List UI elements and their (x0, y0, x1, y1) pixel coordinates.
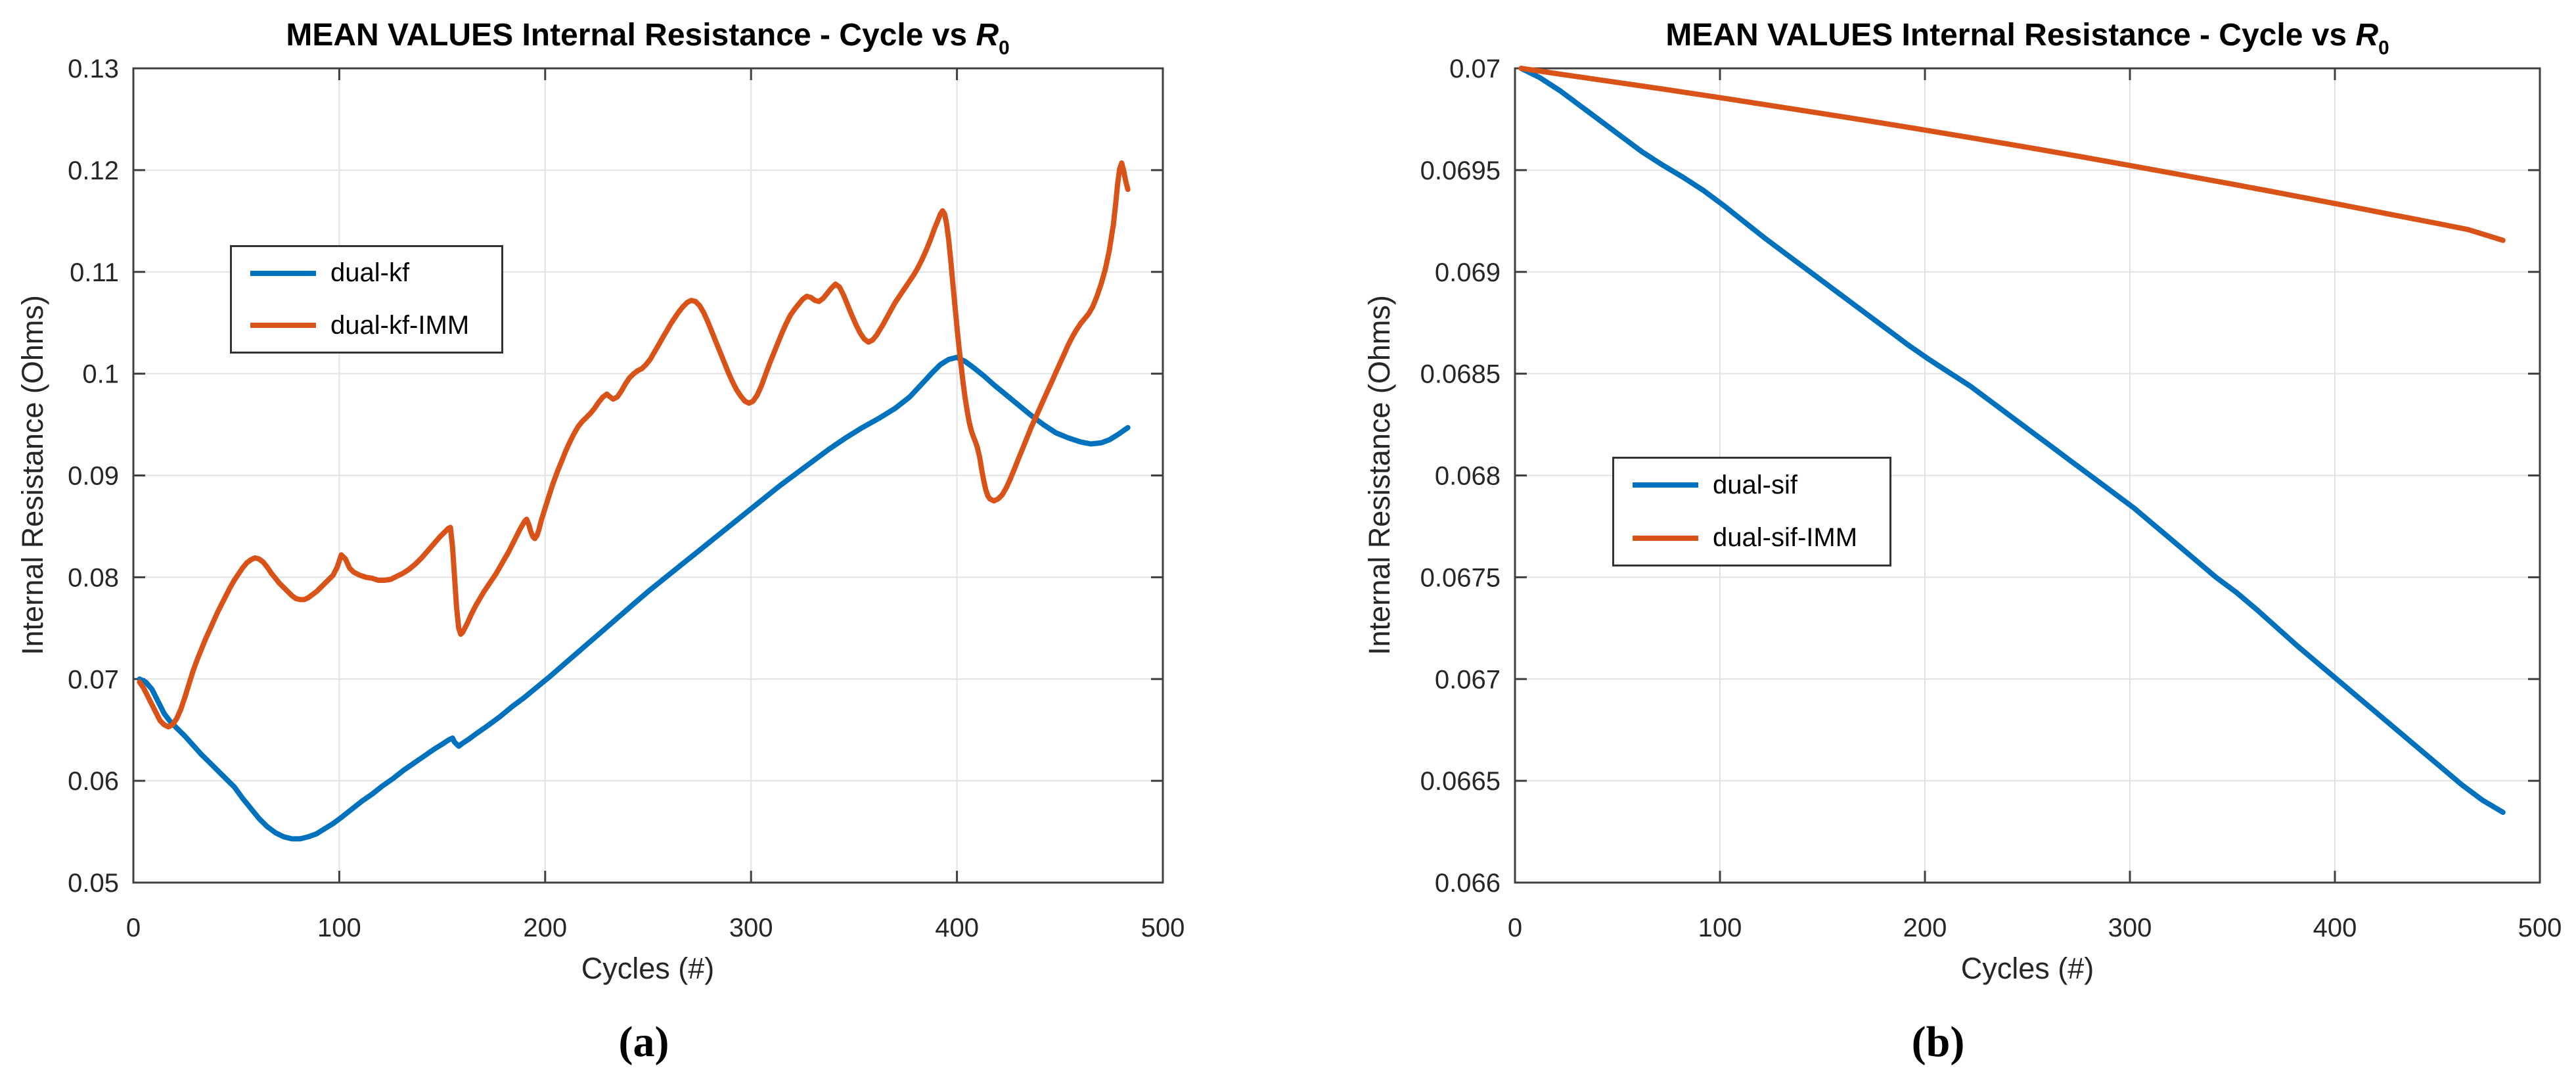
series-line-dual-kf-IMM (137, 160, 1131, 729)
x-tick-label: 200 (523, 913, 567, 942)
y-tick-label: 0.05 (68, 869, 119, 898)
x-tick-label: 400 (2313, 913, 2357, 942)
subfigure-a: 0 100 200 300 400 500 0.05 0.06 0.07 0.08 0.09 0.1 0… (0, 0, 1281, 1085)
y-tick-label: 0.0685 (1420, 360, 1501, 389)
x-tick-label: 400 (935, 913, 979, 942)
y-axis-label-a: Internal Resistance (Ohms) (16, 295, 49, 655)
legend-line-swatch-blue (250, 270, 316, 276)
y-tick-label: 0.068 (1435, 462, 1501, 491)
legend-row: dual-kf-IMM (232, 311, 501, 340)
subfigure-b: 0 100 200 300 400 500 0.066 0.0665 0.067 0.0675 0.… (1281, 0, 2576, 1085)
y-axis-label-b: Internal Resistance (Ohms) (1363, 295, 1396, 655)
title-subscript: 0 (999, 37, 1010, 59)
y-tick-label: 0.0695 (1420, 156, 1501, 185)
legend-label: dual-sif (1713, 470, 1797, 499)
chart-title-b: MEAN VALUES Internal Resistance - Cycle … (1665, 17, 2389, 59)
x-tick-label: 500 (2518, 913, 2562, 942)
legend-a: dual-kf dual-kf-IMM (230, 245, 503, 354)
series-line-dual-sif (1518, 66, 2506, 816)
plot-area-a: 0 100 200 300 400 500 0.05 0.06 0.07 0.08 0.09 0.1 0… (68, 55, 1185, 942)
x-tick-label: 200 (1903, 913, 1947, 942)
x-tick-label: 0 (1508, 913, 1522, 942)
series-line-dual-kf (137, 354, 1131, 842)
y-tick-label: 0.06 (68, 767, 119, 796)
y-tick-label: 0.0675 (1420, 563, 1501, 592)
legend-line-swatch-orange (250, 323, 316, 329)
title-variable: R (976, 18, 999, 53)
y-tick-label: 0.09 (68, 462, 119, 491)
title-text: MEAN VALUES Internal Resistance - Cycle … (1665, 18, 2356, 53)
caption-a: (a) (618, 1018, 669, 1066)
title-subscript: 0 (2378, 37, 2389, 59)
y-tick-label: 0.0665 (1420, 767, 1501, 796)
legend-row: dual-sif (1614, 471, 1889, 500)
legend-row: dual-sif-IMM (1614, 523, 1889, 553)
legend-line-swatch-orange (1633, 535, 1698, 541)
x-tick-label: 500 (1141, 913, 1185, 942)
x-tick-label: 100 (1698, 913, 1742, 942)
x-tick-label: 300 (729, 913, 773, 942)
x-tick-label: 0 (126, 913, 141, 942)
y-tick-label: 0.07 (1449, 55, 1501, 83)
x-axis-label-a: Cycles (#) (581, 952, 715, 985)
legend-b: dual-sif dual-sif-IMM (1612, 457, 1891, 566)
x-tick-label: 300 (2108, 913, 2152, 942)
y-tick-label: 0.07 (68, 665, 119, 694)
y-tick-label: 0.069 (1435, 258, 1501, 287)
plot-area-b: 0 100 200 300 400 500 0.066 0.0665 0.067 0.0675 0.… (1420, 55, 2562, 942)
y-tick-label: 0.11 (70, 258, 119, 287)
y-tick-label: 0.066 (1435, 869, 1501, 898)
title-text: MEAN VALUES Internal Resistance - Cycle … (286, 18, 976, 53)
y-tick-label: 0.12 (68, 156, 119, 185)
legend-row: dual-kf (232, 258, 501, 288)
x-axis-label-b: Cycles (#) (1960, 952, 2094, 985)
legend-label: dual-kf-IMM (330, 310, 470, 340)
series-line-dual-sif-IMM (1518, 66, 2506, 243)
chart-title-a: MEAN VALUES Internal Resistance - Cycle … (286, 17, 1009, 59)
legend-label: dual-sif-IMM (1713, 523, 1858, 553)
legend-label: dual-kf (330, 258, 410, 288)
caption-b: (b) (1911, 1018, 1965, 1066)
x-tick-label: 100 (317, 913, 361, 942)
title-variable: R (2355, 18, 2379, 53)
y-tick-label: 0.08 (68, 563, 119, 592)
y-tick-label: 0.067 (1435, 665, 1501, 694)
y-tick-label: 0.13 (68, 55, 119, 83)
y-tick-label: 0.1 (82, 360, 119, 389)
legend-line-swatch-blue (1633, 482, 1698, 488)
